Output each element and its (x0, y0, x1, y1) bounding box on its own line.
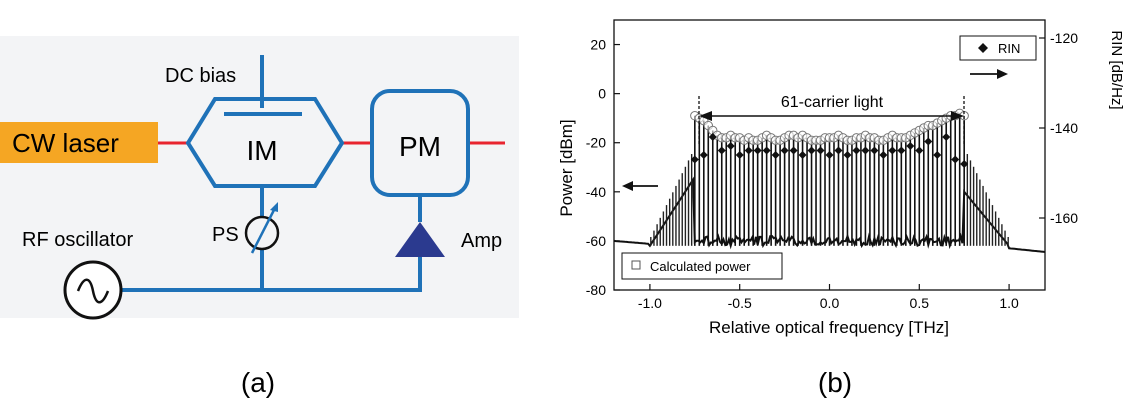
rin-point (861, 146, 870, 155)
rin-point (942, 133, 951, 141)
ps-arrow (250, 207, 277, 254)
im-block (185, 97, 345, 188)
rin-point (933, 151, 942, 159)
rin-legend-label: RIN (998, 41, 1020, 56)
x-tick-label: 0.0 (820, 295, 840, 311)
setup-diagram: CW laser DC bias IM PM PS Amp RF oscilla… (0, 36, 519, 398)
im-label: IM (246, 135, 277, 166)
rin-point (726, 142, 735, 150)
rin-legend-marker (978, 43, 988, 53)
rin-point (843, 151, 852, 159)
rin-point (762, 146, 771, 155)
x-axis-label: Relative optical frequency [THz] (709, 318, 949, 337)
carrier-annotation: 61-carrier light (781, 94, 884, 111)
rin-point (717, 146, 726, 155)
rin-point (807, 146, 816, 155)
dc-bias-label: DC bias (165, 65, 236, 87)
y2-tick-label: -160 (1050, 210, 1078, 226)
rin-legend (959, 35, 1037, 61)
y-tick-label: 0 (598, 86, 606, 102)
ps-label: PS (212, 224, 239, 246)
amp-label: Amp (461, 230, 502, 252)
x-tick-label: -1.0 (638, 295, 662, 311)
calc-power-legend-label: Calculated power (650, 259, 751, 274)
rin-point (816, 146, 825, 155)
amp-symbol (395, 222, 445, 257)
rin-point (690, 155, 699, 164)
spectrum-chart: -1.0 -0.5 0.0 0.5 1.0 20 0 -20 -40 -60 -80 -120 -140… (557, 19, 1125, 398)
rin-point (699, 151, 708, 159)
rin-point (915, 146, 924, 155)
cw-laser-label: CW laser (12, 128, 119, 158)
span-arrow-head-left (699, 111, 712, 121)
rin-point (735, 151, 744, 159)
rin-point (951, 155, 960, 164)
calc-power-legend-marker (631, 260, 641, 270)
rin-point (960, 160, 969, 168)
ps-arrow-head (270, 202, 278, 212)
y2-axis-label: RIN [dB/Hz] (1108, 30, 1125, 109)
rin-point (834, 146, 843, 155)
rin-point (897, 146, 906, 155)
rin-point (798, 151, 807, 159)
pm-label: PM (399, 131, 441, 162)
calc-power-legend (621, 252, 783, 280)
y-tick-label: -60 (586, 233, 606, 249)
rin-point (906, 142, 915, 150)
rin-point (708, 133, 717, 141)
ps-symbol (244, 215, 280, 251)
y-axis-label: Power [dBm] (557, 119, 576, 216)
y-tick-label: 20 (590, 37, 606, 53)
cw-laser-block (0, 122, 158, 163)
y-tick-label: -40 (586, 184, 606, 200)
rin-point (789, 146, 798, 155)
x-tick-label: -0.5 (728, 295, 752, 311)
rin-point (753, 146, 762, 155)
power-axis-arrow-head (622, 181, 633, 191)
caption-b: (b) (818, 367, 852, 398)
rin-point (924, 137, 933, 146)
x-tick-label: 1.0 (999, 295, 1019, 311)
y-tick-label: -20 (586, 135, 606, 151)
rin-point (888, 146, 897, 155)
rf-oscillator-label: RF oscillator (22, 229, 133, 251)
sine-icon (76, 278, 110, 304)
span-arrow-head-right (951, 111, 964, 121)
rin-point (825, 151, 834, 159)
rin-point (780, 146, 789, 155)
rin-point (879, 151, 888, 159)
rin-point (852, 146, 861, 155)
caption-a: (a) (241, 367, 275, 398)
x-tick-label: 0.5 (910, 295, 930, 311)
rin-point (744, 146, 753, 155)
rin-point (870, 146, 879, 155)
rin-axis-arrow-head (997, 69, 1008, 79)
y2-tick-label: -120 (1050, 30, 1078, 46)
y2-tick-label: -140 (1050, 120, 1078, 136)
rin-point (771, 151, 780, 159)
y-tick-label: -80 (586, 282, 606, 298)
